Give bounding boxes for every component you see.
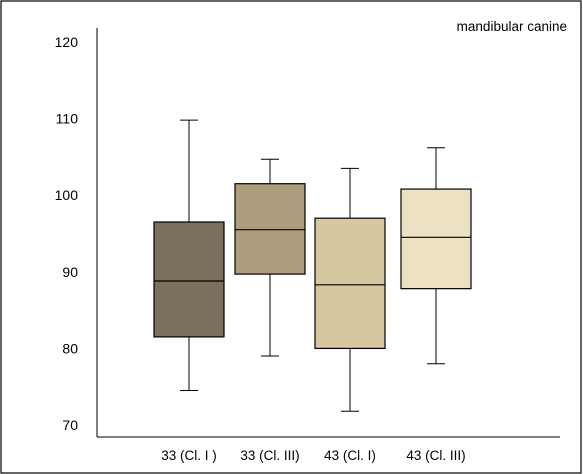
iqr-box [234,183,306,275]
x-tick-labels: 33 (Cl. I ) 33 (Cl. III) 43 (Cl. I) 43 (Cl.… [161,448,465,463]
y-tick-labels: 70 80 90 100 110 120 [55,34,79,433]
box-2 [234,158,306,357]
x-tick-label: 43 (Cl. III) [406,448,465,463]
chart-title: mandibular canine [457,19,567,34]
y-tick-label: 70 [62,417,78,433]
y-tick-label: 110 [56,111,79,127]
x-tick-label: 33 (Cl. I ) [161,448,217,463]
iqr-box [400,188,472,290]
y-tick-label: 120 [55,34,79,50]
box-1 [153,119,225,392]
y-tick-label: 90 [62,264,78,280]
box-series [153,119,472,412]
y-tick-label: 100 [55,187,79,203]
box-3 [314,167,386,412]
box-4 [400,147,472,365]
x-tick-label: 43 (Cl. I) [324,448,376,463]
y-tick-label: 80 [62,340,78,356]
x-tick-label: 33 (Cl. III) [240,448,299,463]
iqr-box [314,217,386,349]
iqr-box [153,221,225,338]
